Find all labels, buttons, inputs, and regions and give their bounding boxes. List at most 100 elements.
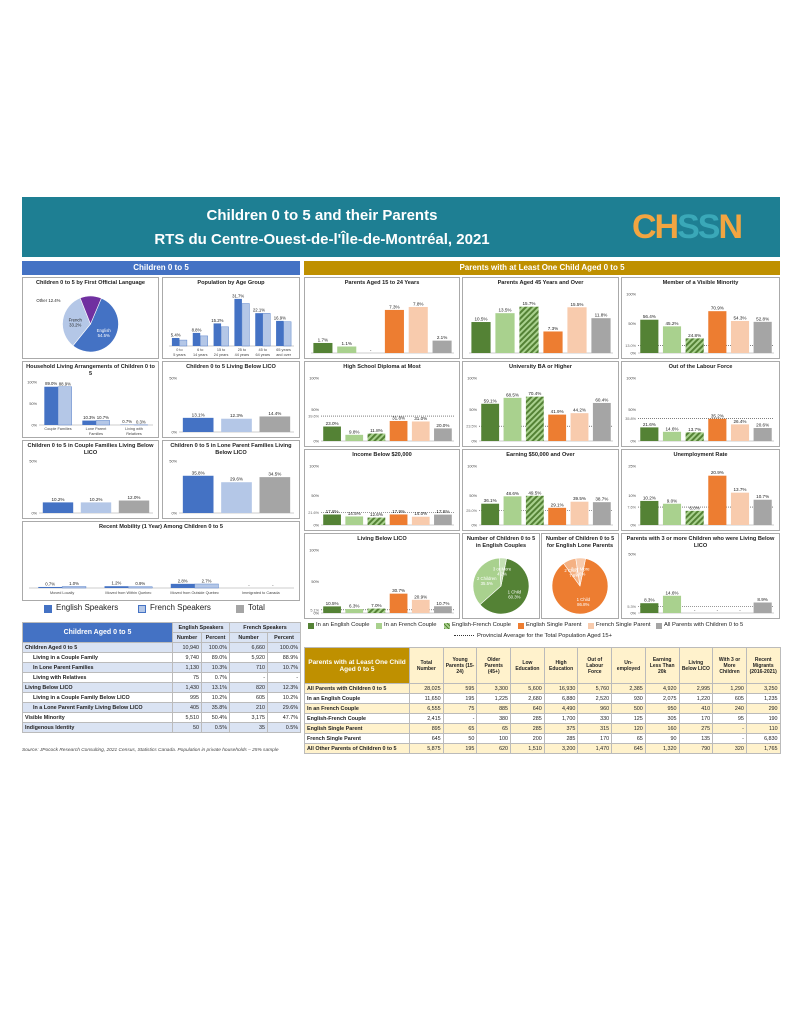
panel-hs: High School Diploma at Most 100% 50% 0% 39.6… xyxy=(304,361,460,447)
table-cell: 285 xyxy=(510,713,545,724)
table-cell: 1,130 xyxy=(172,662,202,673)
table-cell: 10.2% xyxy=(200,692,231,703)
table-cell: 410 xyxy=(678,703,714,714)
bar xyxy=(519,306,539,353)
data-label: 15.7% xyxy=(522,301,535,306)
y-tick-label: 0% xyxy=(314,440,320,444)
panel-p1524: Parents Aged 15 to 24 Years 1.7% 1.1% - 7.3%… xyxy=(304,277,460,359)
table-row: English Single Parent 895 65 65 285 375 315 120… xyxy=(304,723,781,734)
table-cell: 710 xyxy=(229,662,269,673)
bar xyxy=(182,475,214,513)
table-cell: 65 xyxy=(476,723,512,734)
column-header: High Education xyxy=(543,647,579,684)
y-tick-label: 100% xyxy=(309,377,319,381)
table-cell: 5,510 xyxy=(172,712,202,723)
bar xyxy=(525,495,544,525)
y-tick-label: 0% xyxy=(172,431,178,435)
table-cell: 6,880 xyxy=(543,693,579,704)
table-cell: 16,930 xyxy=(543,683,579,694)
column-header: Un-employed xyxy=(611,647,646,684)
x-tick-label: 0 to xyxy=(176,348,182,352)
chart-title: Household Living Arrangements of Childre… xyxy=(26,364,155,377)
pie-label: 2 Children xyxy=(564,568,584,573)
pie-label: 35.5% xyxy=(481,581,493,586)
pie-label: 4.2% xyxy=(497,572,507,577)
table-row: In an English Couple 11,650 195 1,225 2,680 6… xyxy=(304,693,781,704)
bar-french-speakers xyxy=(283,321,292,347)
x-tick-label: Lone Parent xyxy=(86,427,108,431)
bar-french-speakers xyxy=(128,586,153,589)
table-cell: 290 xyxy=(745,703,781,714)
bar-english-speakers xyxy=(170,583,195,588)
data-label: 7.3% xyxy=(389,304,399,309)
pie-label: 54.5% xyxy=(98,333,110,338)
y-tick-label: 100% xyxy=(626,293,636,297)
y-tick-label: 0% xyxy=(314,612,320,616)
y-tick-label: 50% xyxy=(628,553,636,557)
x-tick-label: 24 years xyxy=(214,353,229,357)
table-cell: 170 xyxy=(678,713,714,724)
chart-svg: 100% 50% 0% 89.0% 88.9% Couple Families 10.3% 1… xyxy=(27,381,153,436)
bar-french-speakers xyxy=(241,303,250,347)
data-label: 12.6% xyxy=(370,512,383,517)
data-label: 22.1% xyxy=(253,308,265,313)
y-tick-label: 0% xyxy=(631,440,637,444)
pie-slice-2-children xyxy=(472,557,502,605)
x-tick-label: Moved from Outside Quebec xyxy=(170,591,219,595)
y-tick-label: 50% xyxy=(311,580,319,584)
table-cell: 3,250 xyxy=(745,683,781,694)
bar xyxy=(495,313,515,353)
chart-title: Children 0 to 5 Living Below LICO xyxy=(186,364,276,370)
table-cell: 2,075 xyxy=(644,693,680,704)
table-cell: 1,430 xyxy=(172,682,202,693)
bar xyxy=(640,319,659,353)
bar xyxy=(570,501,589,525)
y-tick-label: 50% xyxy=(469,494,477,498)
data-label: 41.9% xyxy=(551,409,564,414)
legend-swatch xyxy=(444,623,450,629)
data-label: 9.0% xyxy=(667,498,677,503)
bar xyxy=(384,309,404,353)
row-label: In an French Couple xyxy=(304,703,410,714)
pie-label: 7.6% xyxy=(569,573,579,578)
bar xyxy=(708,311,727,353)
column-header: Number xyxy=(229,632,269,643)
table-cell: 50.4% xyxy=(200,712,231,723)
table-row: In Lone Parent Families 1,130 10.3% 710 10.7… xyxy=(22,662,302,673)
x-tick-label: 45 to xyxy=(259,348,267,352)
data-label: 10.2% xyxy=(643,495,656,500)
bar xyxy=(730,492,750,525)
y-tick-label: 100% xyxy=(309,465,319,469)
panel-univ: University BA or Higher 100% 50% 0% 23.5% 59.… xyxy=(462,361,619,447)
data-label: 39.5% xyxy=(573,496,586,501)
x-tick-label: 15 to xyxy=(217,348,225,352)
table-row: All Parents with Children 0 to 5 28,025 59… xyxy=(304,683,781,694)
table-cell: 1,235 xyxy=(745,693,781,704)
table-cell: 1,320 xyxy=(644,743,680,754)
table-cell: - xyxy=(712,723,747,734)
chart-svg: 100% 50% 0% 25.0% 36.1% 48.6% 49.5% 29.1% 39.5% 3… xyxy=(466,465,613,528)
bar-english-speakers xyxy=(192,332,201,346)
bar xyxy=(411,421,430,441)
bar xyxy=(708,475,727,525)
column-header: Young Parents (15-24) xyxy=(442,647,478,684)
x-tick-label: Moved Locally xyxy=(50,591,74,595)
table-cell: 110 xyxy=(745,723,781,734)
y-tick-label: 50% xyxy=(311,494,319,498)
pie-label: 3 or More xyxy=(493,567,512,572)
table-cell: 1,290 xyxy=(712,683,747,694)
chart-svg: 50% 0% 13.1% 12.3% 14.4% xyxy=(169,377,294,435)
panel-three: Parents with 3 or more Children who were… xyxy=(621,533,780,619)
chart-svg: 25% 10% 0% 7.6% 10.2% 9.0% 6.0% 20.9% 13.7% 10.7% xyxy=(627,465,774,528)
data-label: 6.3% xyxy=(349,604,359,609)
bar xyxy=(367,517,386,525)
row-label: All Parents with Children 0 to 5 xyxy=(304,683,410,694)
bar xyxy=(221,418,252,432)
table-subheader-row: Number Percent Number Percent xyxy=(23,632,302,643)
table-cell: 885 xyxy=(476,703,512,714)
table-row: In a Lone Parent Family Living Below LIC… xyxy=(22,702,302,713)
legend-label: All Parents with Children 0 to 5 xyxy=(664,622,744,628)
y-tick-label: 50% xyxy=(311,408,319,412)
legend-label: French Single Parent xyxy=(596,622,651,628)
